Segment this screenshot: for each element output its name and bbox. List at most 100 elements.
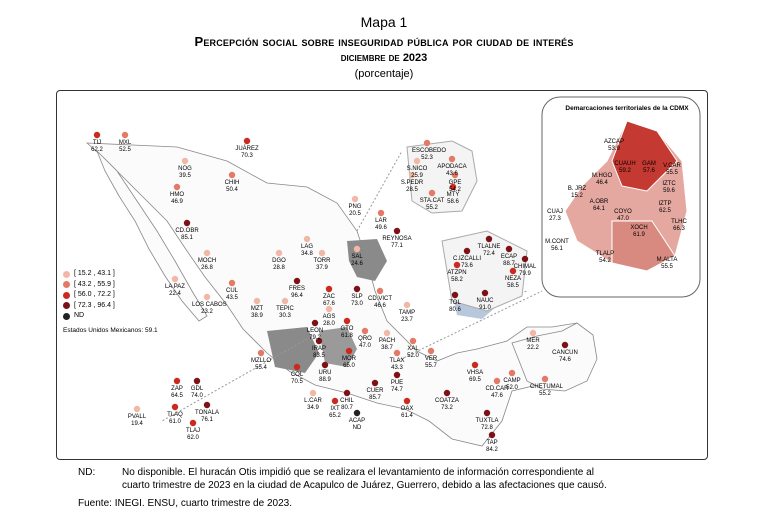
city-value: 19.4 [131, 420, 143, 427]
city-value: 61.8 [341, 332, 353, 339]
city-label: GDL 74.0 [182, 386, 212, 399]
city-name: GPE [448, 180, 462, 186]
city-name: AGS [322, 314, 336, 320]
city-marker [463, 247, 471, 255]
city-value: 61.4 [401, 412, 413, 419]
legend-item: [ 43.2 , 55.9 ] [63, 280, 115, 291]
city-label: CHIMAL 79.9 [510, 264, 540, 277]
cdmx-inset-title: Demarcaciones territoriales de la CDMX [565, 105, 689, 112]
city-value: 39.5 [179, 172, 191, 179]
city-marker [93, 131, 101, 139]
city-value: 64.5 [171, 392, 183, 399]
city-name: JUÁREZ [235, 146, 259, 152]
city-value: 55.4 [255, 364, 267, 371]
city-marker [253, 297, 261, 305]
city-marker [353, 245, 361, 253]
city-marker [203, 249, 211, 257]
city-value: 91.0 [479, 304, 491, 311]
city-label: CAMP 52.0 [497, 378, 527, 391]
district-name: CUAJ [547, 209, 563, 215]
city-label: SLP 73.0 [342, 294, 372, 307]
city-name: FRES [288, 286, 305, 292]
city-marker [428, 189, 436, 197]
city-value: 72.4 [483, 250, 495, 257]
city-label: FRES 96.4 [282, 286, 312, 299]
district-label: GAM 57.6 [635, 161, 663, 174]
city-name: DGO [272, 258, 286, 264]
city-value: 58.2 [451, 276, 463, 283]
legend-label: [ 15.2 , 43.1 ] [74, 270, 115, 277]
city-name: TAMP [398, 310, 416, 316]
legend-item: [ 72.3 , 96.4 ] [63, 301, 115, 312]
leader-line [396, 290, 543, 362]
city-marker [321, 361, 329, 369]
city-value: 34.8 [301, 250, 313, 257]
city-name: S.NICO [406, 166, 428, 172]
city-name: MOCH [197, 258, 217, 264]
city-marker [243, 137, 251, 145]
district-label: XOCH 61.9 [625, 225, 653, 238]
city-value: 76.1 [201, 416, 213, 423]
city-marker [541, 375, 549, 383]
city-label: CHETUMAL 55.2 [530, 384, 563, 397]
district-label: CUAUH 59.2 [611, 161, 639, 174]
district-value: 47.0 [617, 215, 629, 222]
nuevo-leon-inset [406, 140, 478, 214]
city-name: PNG [348, 204, 362, 210]
city-marker [203, 401, 211, 409]
district-name: IZTP [658, 201, 672, 207]
city-name: ATZPN [447, 270, 467, 276]
city-label: MER 22.2 [518, 338, 548, 351]
city-label: CUER 85.7 [360, 388, 390, 401]
city-value: 28.5 [406, 186, 418, 193]
district-label: A.OBR 64.1 [585, 199, 613, 212]
city-name: MER [526, 338, 540, 344]
legend-item: [ 56.0 , 72.2 ] [63, 290, 115, 301]
city-marker [361, 327, 369, 335]
city-label: PVALL 19.4 [122, 414, 152, 427]
city-value: 28.8 [273, 264, 285, 271]
city-label: CHIH 50.4 [217, 180, 247, 193]
city-label: PNG 20.5 [340, 204, 370, 217]
district-value: 55.5 [666, 169, 678, 176]
legend-swatch [63, 270, 70, 278]
city-value: 52.0 [407, 352, 419, 359]
city-marker [393, 371, 401, 379]
city-marker [393, 227, 401, 235]
city-marker [173, 183, 181, 191]
city-value: 72.8 [481, 424, 493, 431]
city-label: SAL 24.6 [342, 254, 372, 267]
city-name: LOS CABOS [192, 302, 227, 308]
city-marker [409, 337, 417, 345]
leader-line [356, 150, 403, 232]
city-label: HMO 46.9 [162, 192, 192, 205]
city-label: CD.VICT 46.6 [365, 296, 395, 309]
city-marker [449, 183, 457, 191]
district-value: 66.3 [673, 225, 685, 232]
city-value: 38.7 [381, 344, 393, 351]
city-name: LAG [300, 244, 313, 250]
city-marker [121, 131, 129, 139]
city-marker [353, 409, 361, 417]
district-label: IZTP 62.5 [651, 201, 679, 214]
city-value: 38.9 [251, 312, 263, 319]
district-name: TLALP [595, 251, 615, 257]
city-label: CHIL 80.7 [332, 398, 362, 411]
city-value: 47.6 [491, 392, 503, 399]
district-value: 53.9 [608, 145, 620, 152]
city-label: ZAC 67.6 [314, 294, 344, 307]
city-label: TAP 84.2 [477, 440, 507, 453]
city-marker [376, 287, 384, 295]
cdmx-north-shape [611, 120, 678, 192]
district-name: A.OBR [589, 199, 609, 205]
city-name: PVALL [127, 414, 147, 420]
city-value: 74.6 [559, 356, 571, 363]
city-label: TLAJ 62.0 [178, 428, 208, 441]
legend-swatch [63, 312, 70, 320]
district-value: 59.2 [619, 167, 631, 174]
city-label: COATZA 73.2 [432, 398, 462, 411]
city-name: CANCUN [552, 350, 578, 356]
city-label: QRO 47.0 [350, 336, 380, 349]
city-name: NAUC [476, 298, 494, 304]
city-label: CD.CAR 47.6 [482, 386, 512, 399]
